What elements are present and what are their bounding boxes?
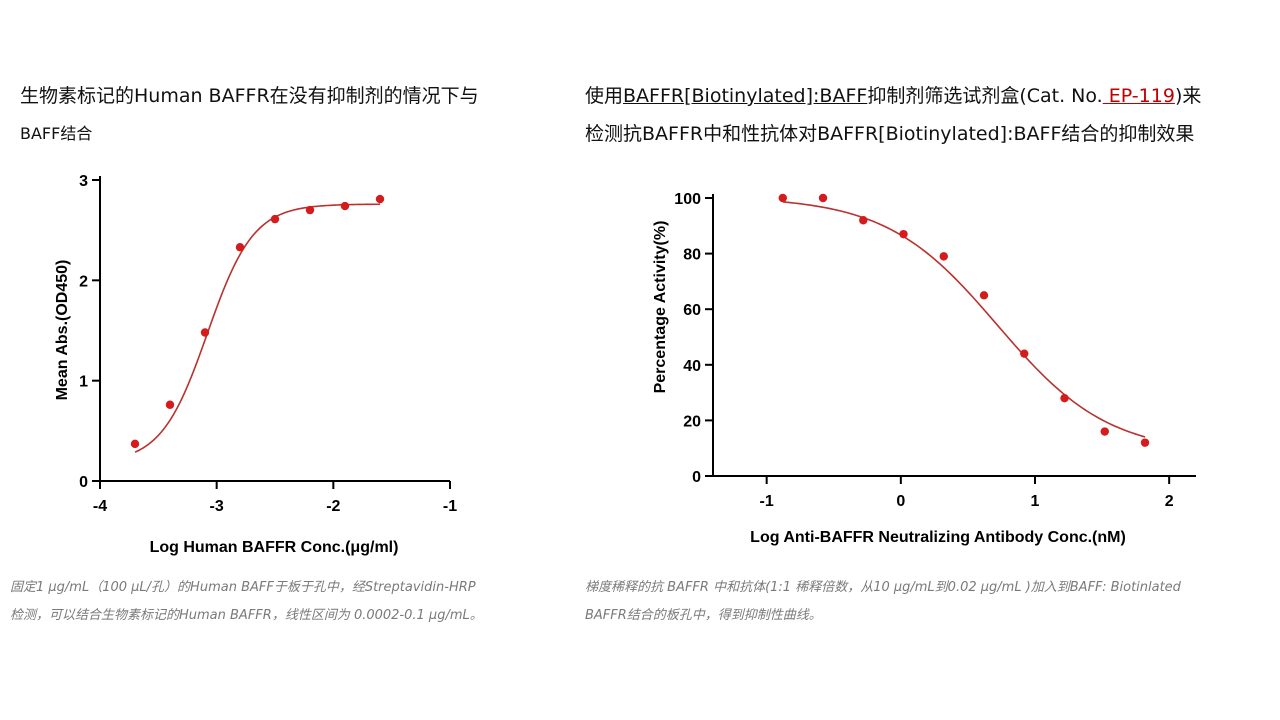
heading-prefix: 使用 xyxy=(585,85,624,107)
right-data-point xyxy=(1140,438,1150,447)
right-data-point xyxy=(939,252,948,261)
right-data-point xyxy=(1020,349,1029,358)
left-heading: 生物素标记的Human BAFFR在没有抑制剂的情况下与 BAFF结合 xyxy=(20,77,560,153)
right-chart-axes: 0 20 40 60 80 100 -1 0 1 2 xyxy=(674,191,1196,510)
right-heading: 使用BAFFR[Biotinylated]:BAFF抑制剂筛选试剂盒(Cat. … xyxy=(585,77,1265,153)
left-x-axis-title: Log Human BAFFR Conc.(μg/ml) xyxy=(150,539,399,556)
right-caption-line2: BAFFR结合的板孔中，得到抑制性曲线。 xyxy=(585,608,822,623)
right-fit-curve xyxy=(782,201,1146,438)
right-data-point xyxy=(859,216,868,225)
right-x-tick-label: 2 xyxy=(1165,493,1174,510)
left-x-tick-label: -3 xyxy=(210,498,224,515)
right-x-tick-label: -1 xyxy=(760,493,774,510)
left-fit-curve xyxy=(134,203,381,453)
right-data-point xyxy=(899,229,908,239)
right-chart: 0 20 40 60 80 100 -1 0 1 2 Log Anti-BAFFR Neutral… xyxy=(652,191,1196,546)
right-heading-line1: 使用BAFFR[Biotinylated]:BAFF抑制剂筛选试剂盒(Cat. … xyxy=(585,77,1265,115)
right-data-point xyxy=(1100,427,1109,436)
right-data-point xyxy=(1060,393,1069,403)
left-x-tick-label: -2 xyxy=(326,498,340,515)
left-chart: 0 1 2 3 -4 -3 -2 -1 Log Human BAFFR Conc.(μg/ml… xyxy=(54,173,457,556)
left-data-point xyxy=(165,400,175,409)
heading-mid: 抑制剂筛选试剂盒(Cat. No. xyxy=(867,85,1103,107)
left-data-point xyxy=(375,194,385,204)
left-data-point xyxy=(235,243,245,252)
heading-underlined-term: BAFFR[Biotinylated]:BAFF xyxy=(623,85,868,107)
left-data-points xyxy=(130,194,385,449)
left-chart-axes: 0 1 2 3 -4 -3 -2 -1 xyxy=(79,173,457,515)
left-y-tick-label: 0 xyxy=(79,474,88,491)
right-y-tick-label: 0 xyxy=(692,469,701,486)
left-heading-line1: 生物素标记的Human BAFFR在没有抑制剂的情况下与 xyxy=(20,85,479,107)
right-y-tick-label: 80 xyxy=(683,247,701,264)
left-x-tick-label: -4 xyxy=(93,498,107,515)
right-x-tick-label: 0 xyxy=(896,493,905,510)
left-heading-line2: BAFF结合 xyxy=(20,124,93,143)
right-data-point xyxy=(979,291,989,300)
right-caption-line1: 梯度稀释的抗 BAFFR 中和抗体(1:1 稀释倍数，从10 μg/mL到0.0… xyxy=(585,580,1181,595)
left-x-tick-label: -1 xyxy=(443,498,457,515)
left-caption: 固定1 μg/mL（100 μL/孔）的Human BAFF于板于孔中，经Str… xyxy=(10,574,570,630)
right-y-tick-label: 20 xyxy=(683,413,701,430)
right-data-points xyxy=(778,193,1150,447)
right-y-tick-label: 60 xyxy=(683,302,701,319)
right-y-tick-label: 100 xyxy=(674,191,701,208)
right-caption: 梯度稀释的抗 BAFFR 中和抗体(1:1 稀释倍数，从10 μg/mL到0.0… xyxy=(585,574,1275,630)
heading-suffix: )来 xyxy=(1174,85,1202,107)
left-y-axis-title: Mean Abs.(OD450) xyxy=(54,260,71,401)
left-y-tick-label: 3 xyxy=(79,173,88,190)
catalog-link[interactable]: EP-119 xyxy=(1102,85,1175,107)
left-y-tick-label: 2 xyxy=(79,273,88,290)
left-data-point xyxy=(340,201,350,211)
right-data-point xyxy=(778,193,787,203)
left-data-point xyxy=(200,328,210,337)
right-y-tick-label: 40 xyxy=(683,358,701,375)
right-heading-line2: 检测抗BAFFR中和性抗体对BAFFR[Biotinylated]:BAFF结合… xyxy=(585,123,1195,145)
right-data-point xyxy=(818,193,828,203)
left-y-tick-label: 1 xyxy=(79,374,88,391)
right-x-tick-label: 1 xyxy=(1031,493,1040,510)
left-data-point xyxy=(270,214,280,224)
right-x-axis-title: Log Anti-BAFFR Neutralizing Antibody Con… xyxy=(750,529,1126,546)
left-data-point xyxy=(305,205,315,215)
right-y-axis-title: Percentage Activity(%) xyxy=(652,221,669,394)
left-data-point xyxy=(130,439,140,449)
left-caption-line2: 检测，可以结合生物素标记的Human BAFFR，线性区间为 0.0002-0.… xyxy=(10,608,483,623)
left-caption-line1: 固定1 μg/mL（100 μL/孔）的Human BAFF于板于孔中，经Str… xyxy=(10,580,476,595)
